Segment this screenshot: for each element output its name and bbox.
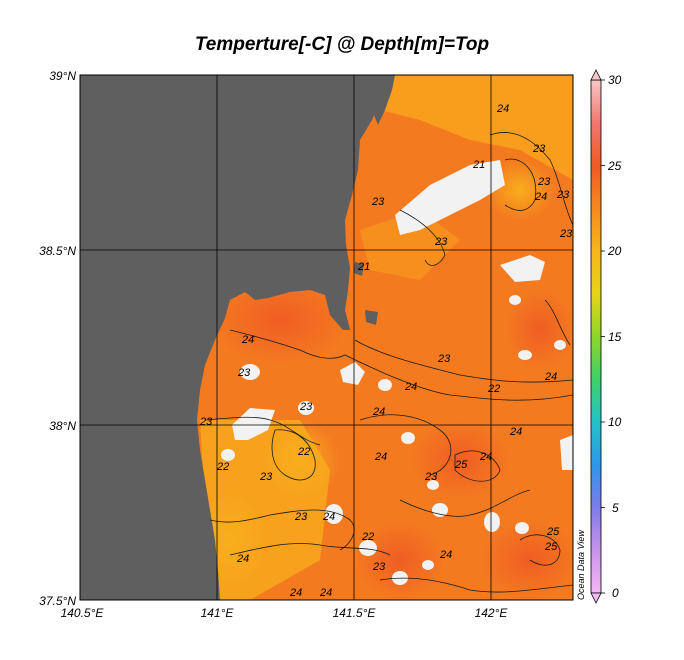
colorbar: 30 25 20 15 10 5 0 [590,69,622,604]
contour-label: 24 [319,587,332,599]
contour-label: 22 [216,461,229,473]
contour-label: 24 [241,334,254,346]
contour-label: 25 [546,526,560,538]
lon-label: 140.5°E [61,606,105,620]
contour-label: 23 [199,416,213,428]
contour-label: 24 [372,406,385,418]
contour-label: 23 [371,196,385,208]
contour-label: 24 [544,371,557,383]
contour-label: 23 [424,471,438,483]
contour-label: 24 [534,191,547,203]
lat-label: 37.5°N [39,594,76,608]
contour-label: 23 [294,511,308,523]
contour-label: 24 [439,549,452,561]
contour-lines [204,132,573,593]
contour-label: 21 [357,261,370,273]
colorbar-bottom-arrow [590,592,602,604]
lon-label: 142°E [475,606,509,620]
contour-label: 23 [537,176,551,188]
sst-cool-north [380,75,573,180]
contour-label: 23 [556,189,570,201]
lon-label: 141.5°E [333,606,377,620]
land-islet-1 [365,310,378,325]
colorbar-tick: 30 [608,73,622,87]
contour-label: 21 [472,159,485,171]
contour-label: 23 [434,236,448,248]
contour-label: 24 [404,381,417,393]
colorbar-tick: 25 [607,159,622,173]
lon-label: 141°E [201,606,235,620]
contour-label: 24 [479,451,492,463]
colorbar-top-arrow [590,69,602,81]
contour-label: 25 [544,541,558,553]
colorbar-tick: 20 [607,244,622,258]
contour-label: 24 [322,511,335,523]
contour-label: 24 [289,587,302,599]
contour-label: 22 [361,531,374,543]
colorbar-bar [590,79,602,594]
colorbar-tick: 15 [608,330,622,344]
land-honshu [80,75,380,600]
contour-label-group: 24 23 21 23 24 23 23 23 21 23 24 23 24 2… [199,103,573,599]
map-frame [79,74,574,601]
contour-label: 23 [237,367,251,379]
land-peninsula-tip [372,75,395,125]
chart-title: Temperture[-C] @ Depth[m]=Top [194,34,490,55]
contour-label: 23 [259,471,273,483]
sst-cool-band [360,210,460,280]
contour-label: 22 [487,383,500,395]
contour-label: 23 [559,228,573,240]
contour-label: 25 [454,459,468,471]
graticule [80,75,573,600]
colorbar-tick: 0 [612,586,619,600]
contour-label: 23 [372,561,386,573]
contour-label: 23 [437,353,451,365]
contour-label: 23 [532,143,546,155]
lat-label: 38.5°N [39,244,76,258]
colorbar-tick: 10 [608,415,622,429]
lat-label: 39°N [49,69,76,83]
lat-label: 38°N [49,419,76,433]
colorbar-tick: 5 [612,501,619,515]
ocean-data-view-watermark: Ocean Data View [576,530,586,600]
contour-label: 24 [496,103,509,115]
land-islet-2 [354,262,364,276]
contour-label: 24 [509,426,522,438]
contour-label: 23 [299,401,313,413]
contour-label: 24 [374,451,387,463]
contour-label: 22 [297,446,310,458]
contour-label: 24 [236,553,249,565]
lon-axis: 140.5°E 141°E 141.5°E 142°E [61,606,509,620]
lat-axis: 39°N 38.5°N 38°N 37.5°N [39,69,76,608]
